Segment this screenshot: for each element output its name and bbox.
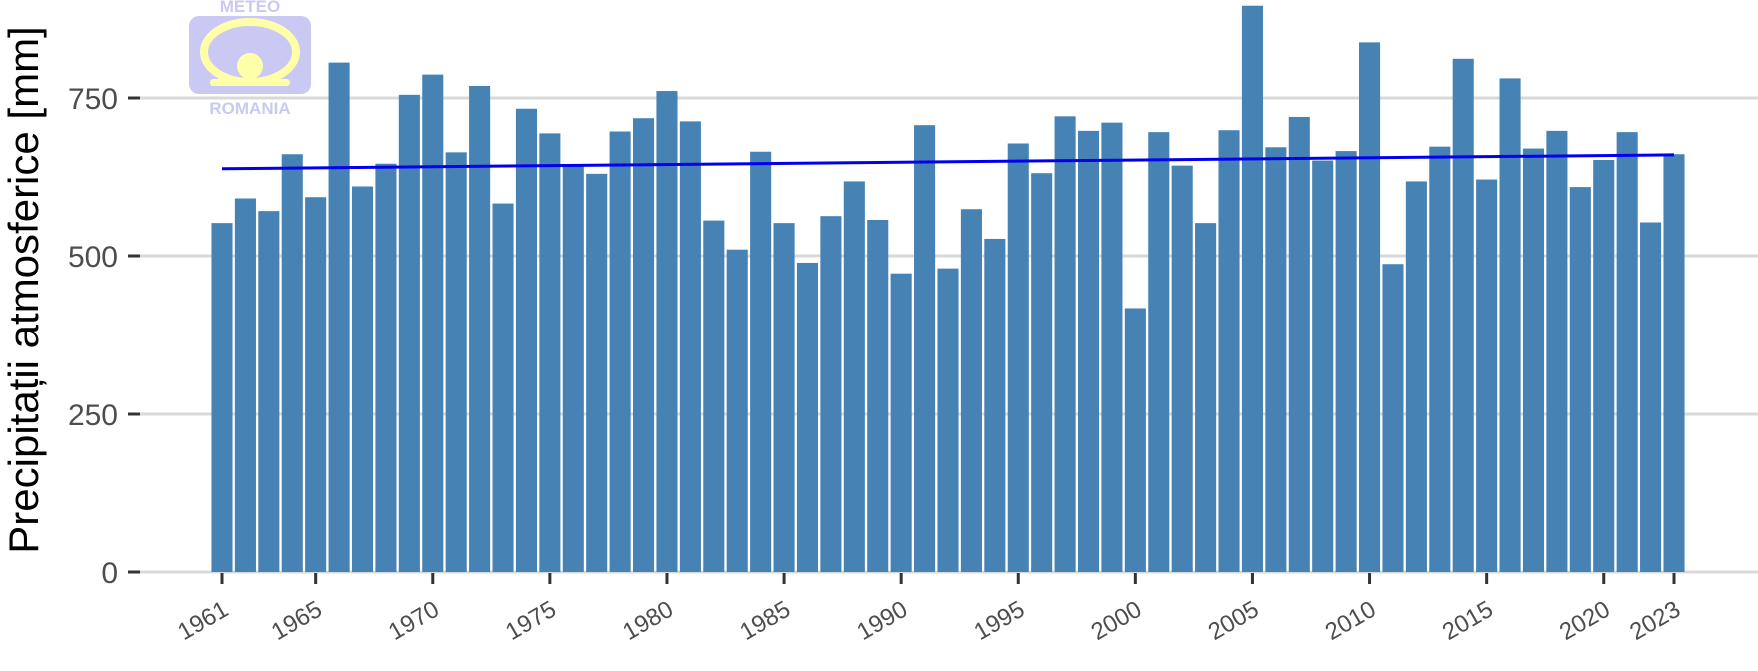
bar-1970: [422, 74, 444, 572]
bar-1988: [843, 181, 865, 572]
x-tick-label-1980: 1980: [618, 596, 678, 646]
bar-1993: [960, 209, 982, 572]
bar-2014: [1452, 58, 1474, 573]
bar-2006: [1265, 147, 1287, 572]
bar-1984: [750, 151, 772, 572]
bar-2021: [1616, 132, 1638, 573]
bar-1961: [211, 223, 233, 573]
bar-2000: [1124, 308, 1146, 572]
x-tick-label-2023: 2023: [1625, 596, 1685, 646]
logo-base: [210, 79, 290, 86]
x-tick-label-1965: 1965: [267, 596, 327, 646]
bar-1969: [398, 94, 420, 572]
bar-2011: [1382, 264, 1404, 572]
bar-1986: [796, 262, 819, 572]
bar-1983: [726, 249, 748, 572]
bar-1973: [492, 203, 514, 572]
x-tick-label-2005: 2005: [1204, 596, 1264, 646]
bar-2018: [1546, 130, 1568, 572]
bar-1997: [1054, 116, 1076, 572]
x-tick-label-1985: 1985: [735, 596, 795, 646]
bar-1965: [305, 197, 327, 572]
bar-1982: [703, 220, 725, 572]
bar-2004: [1218, 130, 1240, 572]
bar-1976: [562, 166, 584, 573]
bar-1968: [375, 163, 397, 572]
bar-2015: [1476, 179, 1498, 572]
x-axis: 1961 1965 1970 1975 1980 1985 1990 1995 2000 2005…: [173, 573, 1685, 646]
bar-2010: [1359, 42, 1381, 573]
bar-1987: [820, 216, 842, 572]
bar-1978: [609, 131, 631, 572]
bar-1964: [281, 154, 303, 573]
bar-2019: [1569, 187, 1591, 572]
bar-2003: [1195, 223, 1217, 573]
bar-1967: [351, 186, 374, 573]
y-tick-label-250: 250: [68, 399, 118, 432]
y-tick-label-750: 750: [68, 83, 118, 116]
trend-line-group: [221, 153, 1675, 171]
x-tick-label-1995: 1995: [970, 596, 1030, 646]
logo-top-text: METEO: [220, 0, 280, 16]
bar-2022: [1640, 222, 1662, 572]
bar-1992: [937, 268, 959, 572]
bar-2017: [1522, 148, 1545, 572]
bar-1989: [867, 219, 889, 572]
y-tick-label-500: 500: [68, 241, 118, 274]
x-tick-label-1990: 1990: [852, 596, 912, 646]
meteo-romania-logo: METEO ROMANIA: [189, 0, 311, 118]
bar-2001: [1148, 132, 1170, 573]
bar-1977: [586, 173, 608, 572]
bar-1990: [890, 273, 912, 572]
x-tick-label-2000: 2000: [1087, 596, 1147, 646]
bar-2016: [1499, 78, 1521, 573]
bar-1979: [633, 118, 655, 572]
bar-1995: [1007, 143, 1029, 572]
bar-1994: [984, 238, 1006, 572]
logo-bottom-text: ROMANIA: [209, 99, 290, 118]
y-axis-label: Precipitații atmosferice [mm]: [0, 26, 47, 553]
bar-series: [211, 5, 1685, 573]
bar-2007: [1288, 116, 1310, 573]
y-axis: 0 250 500 750: [68, 83, 140, 590]
bar-1971: [445, 152, 467, 573]
bar-1972: [469, 85, 491, 572]
x-tick-label-1970: 1970: [384, 596, 444, 646]
bar-1998: [1077, 130, 1100, 572]
bar-2013: [1429, 146, 1451, 572]
bar-1985: [773, 223, 795, 573]
bar-2023: [1663, 154, 1685, 573]
bar-1974: [515, 108, 537, 572]
bar-1981: [679, 121, 701, 572]
bar-1975: [539, 133, 561, 572]
bar-1963: [258, 211, 280, 573]
bar-2005: [1241, 5, 1263, 572]
bar-2020: [1593, 159, 1615, 572]
x-tick-label-1975: 1975: [501, 596, 561, 646]
x-tick-label-2020: 2020: [1555, 596, 1615, 646]
bar-2009: [1335, 151, 1357, 572]
x-tick-label-1961: 1961: [173, 596, 233, 646]
bar-1966: [328, 62, 350, 572]
bar-2008: [1312, 160, 1334, 572]
logo-sun: [237, 53, 263, 79]
bar-1962: [234, 198, 256, 572]
bar-1991: [914, 125, 936, 573]
bar-1980: [656, 91, 678, 572]
y-tick-label-0: 0: [101, 557, 118, 590]
trend-line: [221, 153, 1675, 171]
x-tick-label-2010: 2010: [1321, 596, 1381, 646]
x-tick-label-2015: 2015: [1438, 596, 1498, 646]
bar-1999: [1101, 122, 1123, 572]
bar-2012: [1405, 181, 1427, 572]
bar-1996: [1031, 173, 1053, 572]
bar-2002: [1171, 165, 1193, 572]
